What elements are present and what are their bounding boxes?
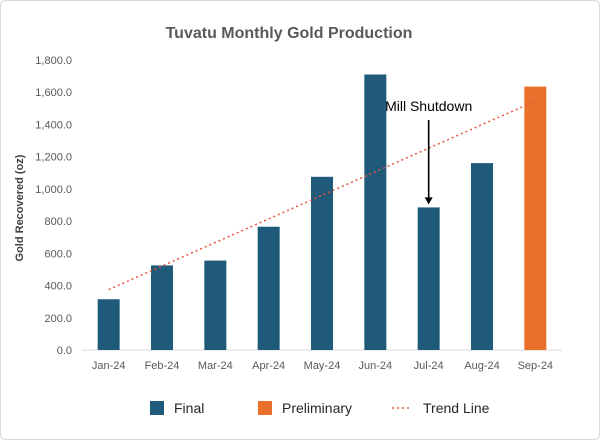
x-tick-label: Jun-24 [359, 360, 393, 372]
y-tick-label: 1,200.0 [35, 152, 72, 164]
legend-label-preliminary: Preliminary [282, 400, 352, 416]
bar-final-jan-24 [97, 299, 120, 350]
legend-label-final: Final [174, 400, 204, 416]
x-tick-label: Sep-24 [518, 360, 553, 372]
x-tick-label: Feb-24 [145, 360, 180, 372]
y-axis-label: Gold Recovered (oz) [14, 154, 26, 261]
y-tick-label: 1,400.0 [35, 119, 72, 131]
bar-final-apr-24 [257, 226, 280, 350]
x-tick-label: Apr-24 [252, 360, 285, 372]
legend-swatch-final [150, 401, 164, 415]
y-tick-label: 1,000.0 [35, 184, 72, 196]
bar-final-mar-24 [204, 260, 227, 350]
x-tick-label: May-24 [304, 360, 341, 372]
y-tick-label: 1,800.0 [35, 55, 72, 67]
y-tick-label: 600.0 [44, 248, 72, 260]
y-tick-label: 800.0 [44, 216, 72, 228]
bar-final-jul-24 [417, 207, 440, 350]
y-tick-labels: 0.0 200.0 400.0 600.0 800.0 1,000.0 1,200.0 1,4… [35, 55, 72, 357]
annotation-text: Mill Shutdown [385, 98, 472, 114]
legend: Final Preliminary Trend Line [150, 400, 490, 416]
bar-final-aug-24 [471, 163, 493, 350]
x-tick-labels: Jan-24 Feb-24 Mar-24 Apr-24 May-24 Jun-24 Jul-… [92, 360, 553, 372]
bars [97, 74, 547, 350]
chart-title: Tuvatu Monthly Gold Production [166, 25, 413, 42]
bar-preliminary-sep-24 [524, 86, 547, 350]
annotation-arrow [424, 120, 433, 205]
y-tick-label: 400.0 [44, 281, 72, 293]
legend-label-trend: Trend Line [423, 400, 490, 416]
bar-final-feb-24 [151, 265, 173, 350]
legend-swatch-preliminary [258, 401, 272, 415]
x-tick-label: Mar-24 [198, 360, 233, 372]
x-tick-label: Jan-24 [92, 360, 126, 372]
x-tick-label: Aug-24 [464, 360, 499, 372]
x-tick-label: Jul-24 [414, 360, 444, 372]
annotation-arrow-head [424, 197, 433, 205]
bar-final-may-24 [311, 176, 333, 350]
y-tick-label: 1,600.0 [35, 87, 72, 99]
y-tick-label: 0.0 [57, 345, 72, 357]
y-tick-label: 200.0 [44, 313, 72, 325]
bar-final-jun-24 [364, 74, 387, 350]
